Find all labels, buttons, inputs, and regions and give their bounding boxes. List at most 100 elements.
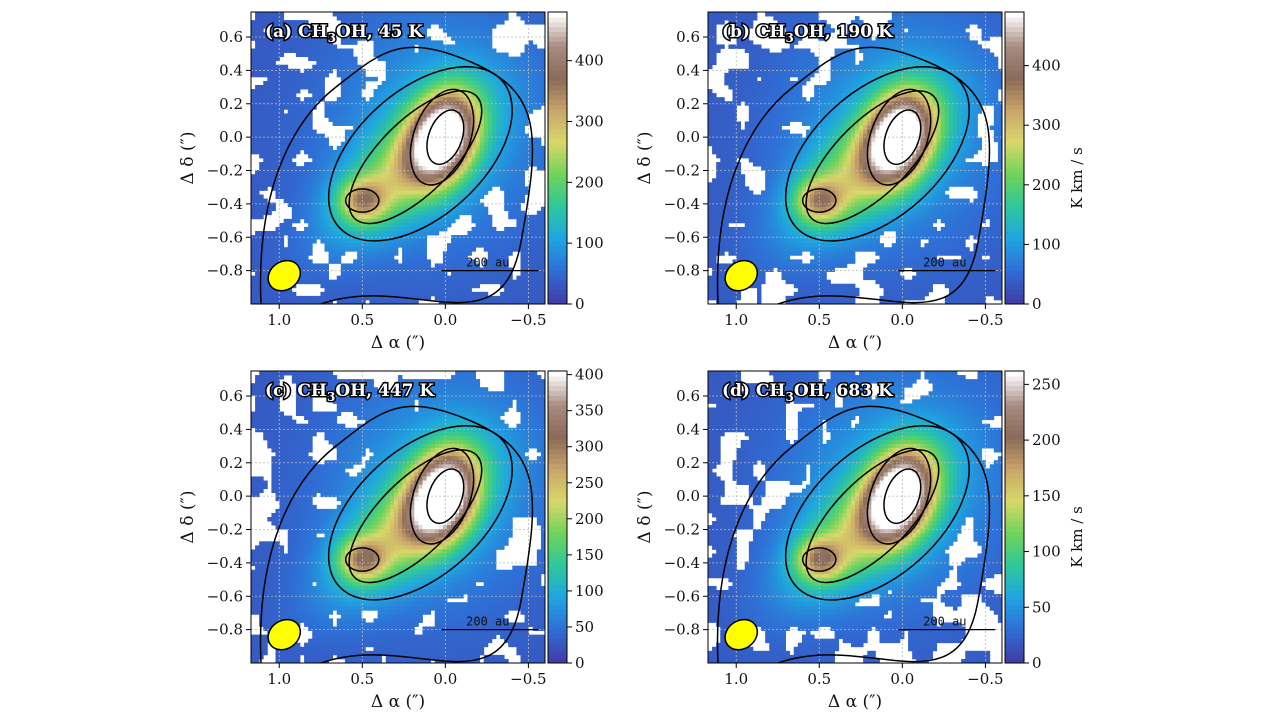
- y-tick-label: 0.0: [219, 128, 243, 146]
- y-tick-label: 0.0: [676, 128, 700, 146]
- contour-level: [801, 188, 837, 213]
- contour-level: [784, 425, 970, 601]
- x-tick-label: 0.0: [890, 311, 914, 329]
- panel-title: (b) CH3OH, 190 K: [722, 22, 894, 45]
- axes-frame: [250, 370, 546, 664]
- x-tick-label: −0.5: [967, 670, 1003, 688]
- contour-level: [805, 449, 940, 584]
- y-tick-label: −0.8: [207, 621, 243, 639]
- y-tick-label: 0.0: [219, 487, 243, 505]
- y-tick-label: 0.0: [676, 487, 700, 505]
- x-tick-label: 0.5: [807, 311, 831, 329]
- x-tick-label: 0.0: [433, 311, 457, 329]
- y-tick-label: 0.2: [676, 454, 700, 472]
- contour-outer: [259, 405, 534, 663]
- contour-level: [426, 109, 465, 166]
- y-tick-label: −0.4: [207, 554, 243, 572]
- y-tick-label: 0.6: [219, 387, 243, 405]
- y-axis-label: Δ δ (″): [635, 491, 655, 544]
- y-tick-label: −0.8: [664, 262, 700, 280]
- colorbar-tick-label: 100: [575, 234, 604, 252]
- contour-group: [716, 405, 991, 663]
- y-axis-label: Δ δ (″): [635, 132, 655, 185]
- colorbar-tick-label: 150: [575, 546, 604, 564]
- beam-ellipse: [267, 618, 302, 651]
- y-tick-label: −0.6: [664, 228, 700, 246]
- panel-1: 200 au 1.0 0.5 0.0 −0.5 0.6 0.4 0.2 0.0 −0.2 −0.4 −…: [635, 11, 1086, 353]
- colorbar: 0 50 100 150 200 250 300 350 400: [547, 366, 604, 672]
- colorbar-tick-label: 200: [1032, 431, 1061, 449]
- x-tick-label: 1.0: [724, 311, 748, 329]
- contour-level: [348, 449, 483, 584]
- y-tick-label: −0.4: [664, 554, 700, 572]
- colorbar-tick-label: 350: [575, 402, 604, 420]
- colorbar-tick-label: 0: [575, 295, 585, 313]
- y-tick-label: 0.2: [676, 95, 700, 113]
- contour-level: [426, 468, 465, 525]
- y-tick-label: −0.4: [664, 195, 700, 213]
- y-tick-label: 0.6: [676, 387, 700, 405]
- panel-title: (d) CH3OH, 683 K: [722, 381, 894, 404]
- x-tick-label: 0.5: [350, 311, 374, 329]
- scalebar-label: 200 au: [466, 256, 509, 270]
- y-axis-label: Δ δ (″): [178, 491, 198, 544]
- contour-level: [784, 66, 970, 242]
- colorbar-tick-label: 0: [1032, 654, 1042, 672]
- contour-outer: [716, 405, 991, 663]
- y-tick-label: −0.2: [207, 521, 243, 539]
- panel-title: (a) CH3OH, 45 K: [265, 22, 424, 45]
- contour-outer: [716, 46, 991, 304]
- panel-2: 200 au 1.0 0.5 0.0 −0.5 0.6 0.4 0.2 0.0 −0.2 −0.4 −…: [178, 366, 604, 712]
- y-tick-label: 0.6: [676, 28, 700, 46]
- y-tick-label: −0.2: [207, 162, 243, 180]
- colorbar-tick-label: 0: [575, 654, 585, 672]
- x-tick-label: 0.0: [433, 670, 457, 688]
- x-axis-label: Δ α (″): [828, 692, 882, 712]
- y-tick-label: −0.8: [664, 621, 700, 639]
- x-tick-label: 1.0: [267, 311, 291, 329]
- colorbar-label: K km / s: [1068, 147, 1086, 209]
- x-axis-label: Δ α (″): [828, 333, 882, 353]
- y-tick-label: −0.8: [207, 262, 243, 280]
- colorbar-tick-label: 400: [1032, 57, 1061, 75]
- y-tick-label: −0.6: [207, 587, 243, 605]
- x-tick-label: 0.5: [807, 670, 831, 688]
- x-tick-label: −0.5: [510, 311, 546, 329]
- colorbar-tick-label: 300: [575, 113, 604, 131]
- y-tick-label: 0.4: [676, 420, 700, 438]
- y-tick-label: 0.4: [676, 61, 700, 79]
- scalebar-label: 200 au: [466, 615, 509, 629]
- contour-level: [344, 188, 380, 213]
- x-tick-label: 1.0: [724, 670, 748, 688]
- axes-frame: [250, 11, 546, 305]
- contour-group: [716, 46, 991, 304]
- y-tick-label: −0.6: [664, 587, 700, 605]
- contour-group: [259, 405, 534, 663]
- colorbar-tick-label: 200: [575, 173, 604, 191]
- y-tick-label: 0.2: [219, 454, 243, 472]
- x-tick-label: 0.5: [350, 670, 374, 688]
- scalebar-label: 200 au: [923, 615, 966, 629]
- contour-outer: [259, 46, 534, 304]
- colorbar-tick-label: 0: [1032, 295, 1042, 313]
- colorbar: 0 100 200 300 400 K km / s: [1004, 11, 1086, 313]
- beam-ellipse: [724, 618, 759, 651]
- colorbar-tick-label: 400: [575, 52, 604, 70]
- contour-level: [327, 425, 513, 601]
- beam-ellipse: [267, 259, 302, 292]
- colorbar-tick-label: 100: [1032, 235, 1061, 253]
- colorbar: 0 100 200 300 400: [547, 11, 604, 313]
- axes-frame: [707, 11, 1003, 305]
- axes-frame: [707, 370, 1003, 664]
- colorbar-tick-label: 250: [1032, 375, 1061, 393]
- y-tick-label: −0.4: [207, 195, 243, 213]
- contour-level: [327, 66, 513, 242]
- colorbar-tick-label: 100: [575, 582, 604, 600]
- colorbar-tick-label: 200: [1032, 176, 1061, 194]
- y-axis-label: Δ δ (″): [178, 132, 198, 185]
- x-tick-label: −0.5: [510, 670, 546, 688]
- y-tick-label: −0.6: [207, 228, 243, 246]
- y-tick-label: 0.4: [219, 61, 243, 79]
- heatmap-image: [708, 12, 1002, 304]
